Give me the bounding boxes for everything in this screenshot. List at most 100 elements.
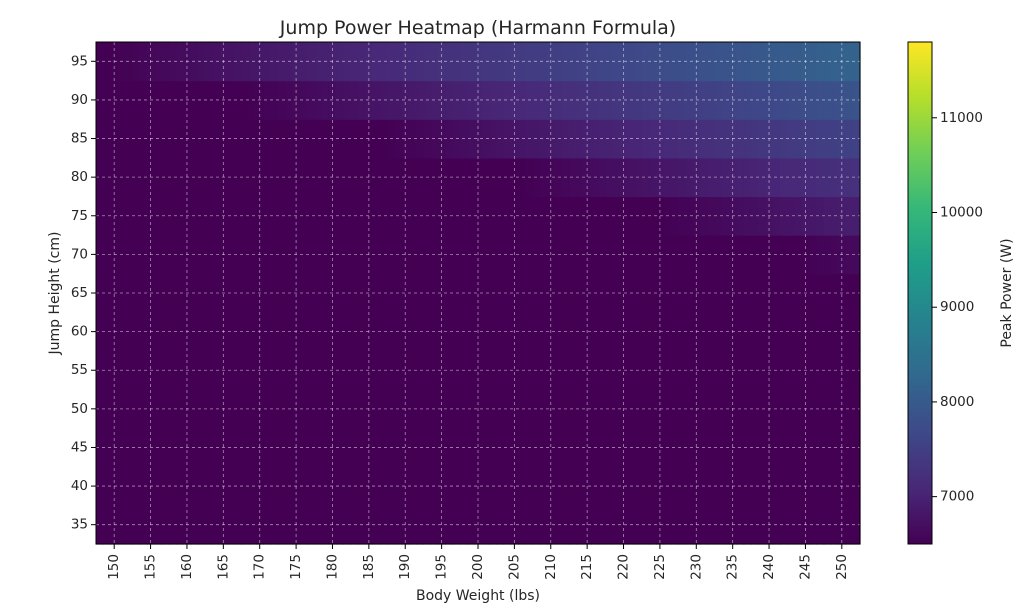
heatmap-cell [277,42,286,82]
heatmap-cell [845,42,854,82]
heatmap-cell [787,157,796,198]
x-tick-label: 235 [725,554,741,580]
chart-title: Jump Power Heatmap (Harmann Formula) [279,17,676,39]
heatmap-cell [234,466,243,506]
heatmap-cell [445,389,454,429]
colorbar-tick-label: 7000 [940,489,974,505]
heatmap-cell [518,119,526,159]
heatmap-cell [743,350,752,391]
heatmap-cell [365,80,374,120]
heatmap-cell [372,389,381,429]
heatmap-cell [648,505,657,545]
heatmap-cell [619,157,628,198]
heatmap-cell [743,196,752,236]
heatmap-cell [277,235,286,275]
heatmap-cell [750,196,759,236]
heatmap-cell [139,466,148,506]
heatmap-cell [132,350,141,391]
heatmap-cell [809,273,817,313]
heatmap-cell [132,466,141,506]
heatmap-cell [612,505,621,545]
heatmap-cell [241,466,250,506]
heatmap-cell [518,273,526,313]
heatmap-cell [161,312,170,352]
heatmap-cell [241,312,250,352]
heatmap-cell [685,389,694,429]
heatmap-cell [336,428,344,468]
heatmap-cell [125,428,133,468]
heatmap-cell [605,157,614,198]
heatmap-cell [168,389,177,429]
heatmap-cell [408,505,417,545]
heatmap-cell [707,80,716,120]
heatmap-cell [379,505,388,545]
heatmap-cell [307,235,315,275]
heatmap-cell [787,273,796,313]
heatmap-cell [503,273,512,313]
x-tick-label: 240 [761,554,777,580]
heatmap-cell [103,196,112,236]
heatmap-cell [205,389,214,429]
heatmap-cell [685,350,694,391]
heatmap-cell [205,273,214,313]
heatmap-cell [750,42,759,82]
heatmap-cell [721,428,730,468]
heatmap-cell [576,157,585,198]
heatmap-cell [809,196,817,236]
heatmap-cell [445,312,454,352]
heatmap-cell [372,466,381,506]
heatmap-cell [125,389,133,429]
heatmap-cell [445,42,454,82]
colorbar-axis: 7000 8000 9000 10000 11000 [932,110,983,505]
heatmap-cell [743,505,752,545]
heatmap-cell [576,312,585,352]
x-axis: 150 155 160 165 170 175 180 185 190 195 200 205 210 2… [106,544,850,580]
heatmap-cell [437,350,446,391]
heatmap-cell [176,505,184,545]
heatmap-cell [678,389,686,429]
heatmap-cell [277,389,286,429]
heatmap-cell [103,466,112,506]
x-tick-label: 225 [652,554,668,580]
heatmap-cell [539,505,548,545]
y-tick-label: 50 [71,401,88,417]
heatmap-cell [103,157,112,198]
heatmap-cell [205,157,214,198]
heatmap-cell [510,273,519,313]
y-axis: 35 40 45 50 55 60 65 70 75 80 85 90 95 [71,53,96,533]
heatmap-cell [809,428,817,468]
heatmap-cell [205,119,214,159]
heatmap-cell [467,273,475,313]
x-tick-label: 245 [797,554,813,580]
x-tick-label: 200 [470,554,486,580]
heatmap-cell [518,42,526,82]
heatmap-cell [503,466,512,506]
heatmap-cell [481,42,490,82]
heatmap-cell [168,312,177,352]
heatmap-cell [307,157,315,198]
heatmap-cell [714,273,723,313]
heatmap-cell [408,428,417,468]
heatmap-cell [605,119,614,159]
heatmap-cell [779,196,788,236]
heatmap-cell [743,466,752,506]
heatmap-cell [481,389,490,429]
heatmap-cell [852,350,861,391]
heatmap-cell [852,80,861,120]
heatmap-cell [481,157,490,198]
x-tick-label: 220 [616,554,632,580]
heatmap-cell [132,157,141,198]
heatmap-cell [336,119,344,159]
x-tick-label: 230 [688,554,704,580]
heatmap-cell [714,312,723,352]
heatmap-cell [263,428,272,468]
heatmap-cell [372,428,381,468]
heatmap-cell [707,466,716,506]
heatmap-cell [336,466,344,506]
heatmap-cell [685,273,694,313]
heatmap-cell [277,428,286,468]
heatmap-cell [743,119,752,159]
heatmap-cell [648,350,657,391]
heatmap-cell [787,428,796,468]
heatmap-cell [845,235,854,275]
